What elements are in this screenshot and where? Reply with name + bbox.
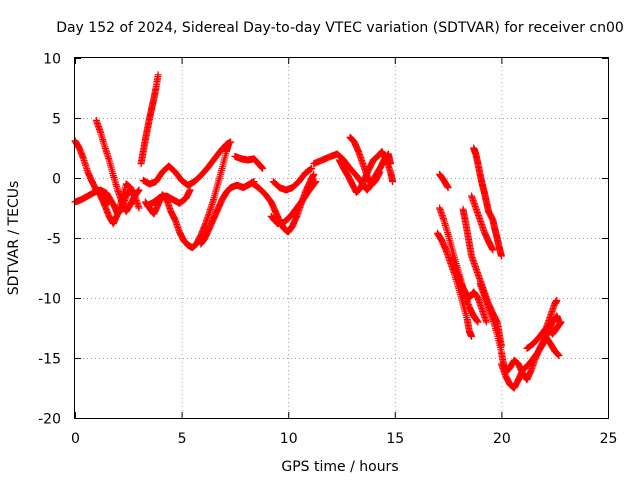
series-arc-16 [346, 133, 384, 189]
series-arc-6 [139, 138, 235, 189]
x-tick-label: 0 [71, 431, 80, 447]
data-point [186, 186, 194, 194]
data-point [225, 140, 233, 148]
x-tick-label: 5 [178, 431, 187, 447]
series-arc-10 [231, 152, 267, 172]
x-axis-title: GPS time / hours [281, 459, 398, 475]
y-tick-label: 0 [52, 172, 61, 188]
data-point [310, 170, 318, 178]
y-tick-label: 5 [52, 112, 61, 128]
series-arc-27 [544, 318, 565, 338]
series-arc-11 [248, 170, 318, 236]
series-arc-23 [468, 192, 497, 254]
series-arc-25 [497, 334, 563, 392]
data-point [468, 332, 476, 340]
data-point [312, 178, 320, 186]
data-point [555, 352, 563, 360]
series-arc-20 [448, 252, 490, 326]
series-arc-22 [470, 144, 505, 260]
data-point [497, 252, 505, 260]
data-point [135, 204, 143, 212]
y-tick-label: -10 [38, 292, 61, 308]
data-point [474, 318, 482, 326]
data-point [131, 192, 139, 200]
x-tick-label: 25 [600, 431, 618, 447]
series-arc-12 [267, 178, 320, 228]
data-point [376, 168, 384, 176]
chart-title: Day 152 of 2024, Sidereal Day-to-day VTE… [56, 20, 624, 36]
y-tick-label: -5 [47, 232, 61, 248]
tick-labels: 0 5 10 15 20 25 -20 -15 -10 -5 0 5 10 [38, 52, 617, 448]
y-axis-title: SDTVAR / TECUs [6, 181, 22, 296]
plot-frame [74, 57, 609, 419]
x-tick-label: 15 [386, 431, 404, 447]
data-point [553, 296, 561, 304]
data-point [308, 164, 316, 172]
series-arc-19 [436, 170, 452, 192]
data-point [489, 246, 497, 254]
data-marks [71, 71, 565, 392]
series-arc-5 [137, 71, 162, 168]
series-arc-9 [197, 178, 258, 248]
y-tick-label: -15 [38, 352, 61, 368]
data-point [389, 178, 397, 186]
series-arc-13 [269, 164, 316, 194]
x-tick-label: 20 [493, 431, 511, 447]
grid [75, 58, 608, 418]
data-point [482, 318, 490, 326]
data-point [154, 71, 162, 79]
data-point [311, 179, 319, 187]
series-arc-26 [523, 296, 561, 352]
data-point [444, 184, 452, 192]
data-point [135, 186, 143, 194]
series-arc-4 [97, 180, 139, 228]
data-point [557, 318, 565, 326]
data-point [259, 164, 267, 172]
y-tick-label: -20 [38, 412, 61, 428]
x-tick-label: 10 [280, 431, 298, 447]
y-tick-label: 10 [43, 52, 61, 68]
series-arc-8 [143, 186, 194, 210]
